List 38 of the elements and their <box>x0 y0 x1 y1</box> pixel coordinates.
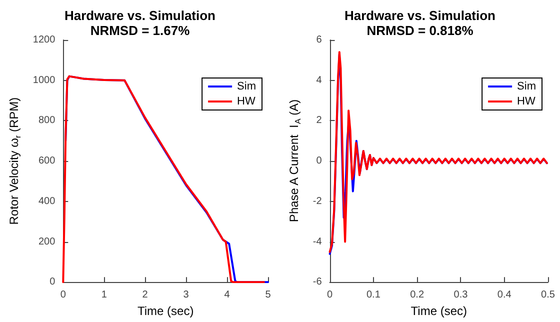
x-tick-label: 2 <box>142 290 148 301</box>
y-tick-label: 4 <box>316 74 322 86</box>
chart-subtitle: NRMSD = 0.818% <box>366 23 474 38</box>
y-tick-label: 1000 <box>32 74 56 86</box>
x-tick-label: 1 <box>101 290 108 301</box>
x-tick-label: 0.3 <box>454 290 468 301</box>
x-axis-title: Time (sec) <box>410 304 468 318</box>
y-axis-title: Phase A Current IA (A) <box>287 99 302 222</box>
y-tick-label: 2 <box>316 115 322 126</box>
x-tick-label: 0.4 <box>497 290 512 301</box>
y-tick-label: -4 <box>312 236 322 248</box>
y-tick-label: 0 <box>50 276 56 288</box>
x-tick-label: 4 <box>224 290 230 301</box>
chart-title: Hardware vs. Simulation <box>64 8 216 23</box>
y-tick-label: 6 <box>316 34 322 46</box>
x-tick-label: 0.5 <box>541 290 556 301</box>
x-tick-label: 3 <box>183 290 190 301</box>
y-tick-label: 1200 <box>32 34 56 46</box>
x-tick-label: 0.1 <box>366 290 381 301</box>
y-tick-label: -6 <box>312 276 322 288</box>
y-axis-title: Rotor Velocity ωr (RPM) <box>7 97 22 225</box>
x-tick-label: 5 <box>265 290 272 301</box>
y-tick-label: 0 <box>316 156 322 167</box>
legend-label: HW <box>237 96 256 108</box>
chart-subtitle: NRMSD = 1.67% <box>90 23 190 38</box>
x-tick-label: 0 <box>327 290 334 301</box>
x-axis-title: Time (sec) <box>137 304 194 318</box>
y-tick-label: 600 <box>38 156 56 167</box>
legend-label: HW <box>517 96 536 108</box>
x-tick-label: 0.2 <box>410 290 424 301</box>
x-tick-label: 0 <box>60 290 66 301</box>
y-tick-label: 400 <box>38 196 56 207</box>
y-tick-label: -2 <box>312 196 322 207</box>
legend-label: Sim <box>517 80 536 92</box>
y-tick-label: 800 <box>38 115 56 126</box>
legend-label: Sim <box>237 80 256 92</box>
chart-title: Hardware vs. Simulation <box>344 8 496 23</box>
y-tick-label: 200 <box>38 236 56 248</box>
